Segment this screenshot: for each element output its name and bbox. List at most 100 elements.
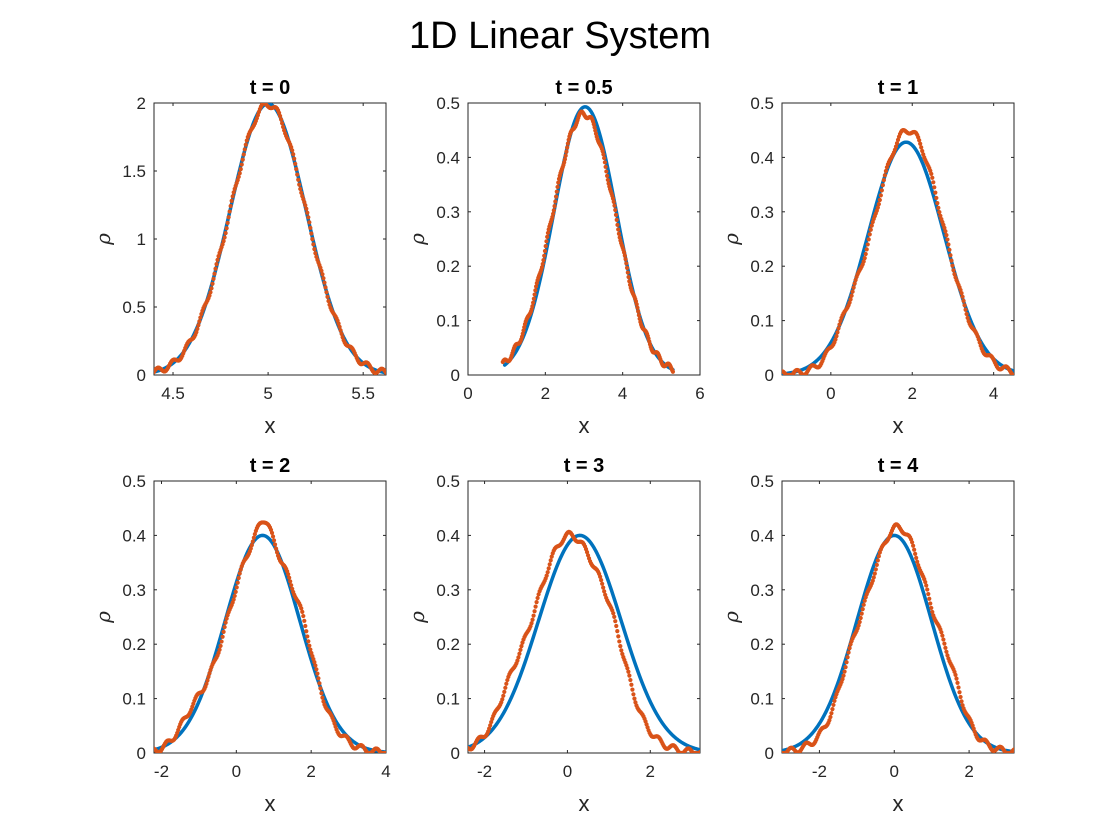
sample-point [863, 251, 868, 257]
sample-point [219, 639, 224, 644]
sample-point [533, 604, 538, 609]
sample-point [868, 227, 873, 232]
sample-point [1011, 747, 1014, 752]
y-axis-label: ρ [719, 611, 743, 624]
sample-point [894, 141, 900, 146]
sample-point [852, 281, 857, 286]
sample-point [612, 203, 617, 208]
sample-point [958, 694, 963, 700]
sample-point [861, 602, 866, 607]
y-tick-label: 0.1 [122, 690, 146, 709]
sample-point [214, 261, 219, 267]
sample-point [304, 206, 309, 211]
sample-point [311, 242, 316, 247]
y-axis-label: ρ [405, 611, 429, 624]
sample-point [829, 711, 834, 716]
sample-point [612, 614, 617, 619]
sample-point [960, 703, 965, 708]
sample-point [853, 277, 858, 283]
sample-point [876, 554, 881, 559]
sample-point [851, 285, 856, 290]
plot-area [154, 103, 386, 375]
sample-point [556, 176, 562, 181]
sample-point [320, 272, 325, 277]
subplot-grid: 4.5 5 5.5 0 0.5 1 1.5 2 t = 0 x ρ 0 2 4 6 0 0.1 0.2 0.3 0.4… [91, 77, 1015, 816]
sample-point [530, 304, 535, 309]
plot-area [500, 105, 676, 374]
x-tick-label: 2 [306, 762, 315, 781]
sample-point [240, 157, 245, 162]
sample-point [312, 660, 317, 665]
sample-point [836, 326, 841, 331]
sample-point [518, 647, 523, 652]
sample-point [874, 562, 879, 568]
sample-point [319, 268, 324, 273]
sample-point [326, 298, 331, 304]
plot-area [468, 529, 700, 753]
sample-point [236, 575, 241, 581]
sample-point [319, 691, 324, 696]
sample-point [289, 583, 294, 588]
sample-point [592, 125, 597, 130]
sample-point [958, 287, 963, 293]
sample-point [634, 302, 639, 307]
sample-point [312, 247, 317, 252]
sample-point [599, 577, 604, 583]
x-tick-label: 2 [541, 384, 550, 403]
sample-point [957, 690, 962, 695]
sample-point [842, 669, 847, 674]
sample-point [531, 300, 536, 305]
sample-point [516, 655, 521, 660]
sample-point [228, 203, 233, 209]
sample-point [292, 156, 297, 161]
sample-point [959, 699, 964, 704]
sample-point [946, 242, 951, 247]
sample-point [562, 157, 568, 162]
sample-point [229, 198, 234, 203]
sample-point [563, 153, 568, 158]
sample-point [847, 300, 852, 305]
sample-point [273, 546, 279, 551]
sample-point [555, 184, 560, 190]
sample-point [835, 330, 840, 335]
sample-point [931, 180, 936, 185]
y-tick-label: 0.2 [436, 635, 460, 654]
sample-point [279, 117, 284, 122]
sample-point [534, 600, 539, 605]
sample-point [323, 285, 328, 290]
sample-point [632, 696, 637, 701]
sample-point [321, 276, 326, 281]
sample-point [943, 645, 948, 650]
sample-point [924, 583, 929, 588]
sample-point [964, 311, 969, 317]
y-tick-label: 0.5 [122, 472, 146, 491]
sample-point [291, 152, 296, 157]
sample-point [934, 195, 939, 201]
sample-point [617, 639, 622, 644]
sample-point [584, 550, 590, 555]
y-tick-label: 0.4 [750, 148, 774, 167]
sample-point [288, 579, 293, 584]
series-sample-points [154, 520, 386, 753]
y-tick-label: 0.2 [122, 635, 146, 654]
sample-point [315, 671, 320, 676]
sample-point [626, 274, 631, 280]
sample-point [923, 579, 928, 585]
sample-point [951, 268, 956, 273]
x-tick-label: 0 [890, 762, 899, 781]
sample-point [298, 186, 303, 192]
sample-point [235, 177, 240, 183]
sample-point [882, 173, 887, 178]
y-tick-label: 0.3 [750, 203, 774, 222]
x-tick-label: 5.5 [351, 384, 375, 403]
sample-point [556, 180, 561, 185]
sample-point [598, 574, 603, 579]
sample-point [300, 609, 305, 614]
sample-point [551, 211, 556, 217]
sample-point [963, 307, 968, 312]
sample-point [965, 315, 970, 320]
sample-point [940, 633, 945, 638]
sample-point [301, 613, 306, 619]
sample-point [299, 606, 304, 611]
sample-point [933, 190, 938, 195]
